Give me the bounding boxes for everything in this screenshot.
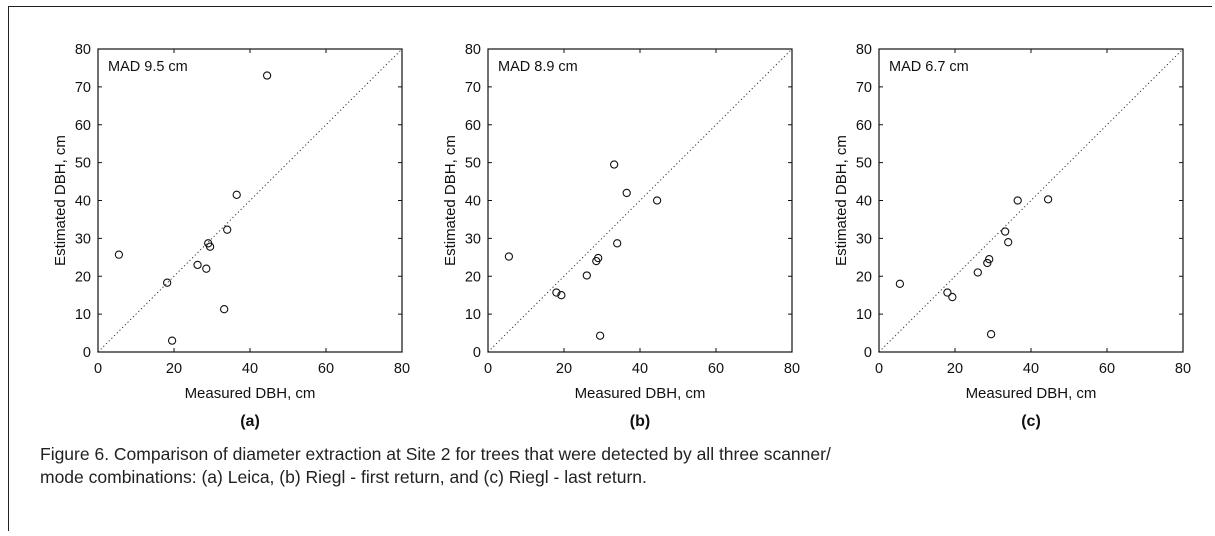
data-point xyxy=(232,190,241,199)
y-tick-label: 0 xyxy=(864,345,872,361)
data-point xyxy=(613,239,622,248)
data-point xyxy=(167,336,177,345)
y-tick-label: 80 xyxy=(75,42,91,58)
y-tick-label: 20 xyxy=(75,269,91,285)
figure-caption: Figure 6. Comparison of diameter extract… xyxy=(40,443,1190,489)
data-point xyxy=(205,242,215,251)
data-point xyxy=(948,292,957,302)
chart-panel-c: 0 20 40 60 80 0 10 20 30 40 50 60 70 80 Measured DBH, … xyxy=(833,42,1191,430)
data-point xyxy=(163,278,172,287)
x-tick-label: 80 xyxy=(394,361,410,377)
data-point xyxy=(895,279,905,288)
x-tick-label: 60 xyxy=(1099,361,1115,377)
x-tick-label: 60 xyxy=(318,361,334,377)
data-point xyxy=(985,255,994,264)
data-point xyxy=(595,331,605,340)
x-tick-label: 80 xyxy=(784,361,800,377)
y-axis-label: Estimated DBH, cm xyxy=(52,135,69,266)
y-tick-label: 70 xyxy=(465,80,481,96)
mad-annotation: MAD 6.7 cm xyxy=(889,59,969,75)
y-tick-label: 30 xyxy=(465,231,481,247)
data-point xyxy=(557,291,566,300)
x-tick-label: 20 xyxy=(947,361,963,377)
data-point xyxy=(652,196,662,205)
y-tick-label: 10 xyxy=(465,307,481,323)
chart-panel-a: 0 20 40 60 80 0 10 20 30 40 50 60 70 80 Measured DBH, … xyxy=(52,42,410,430)
y-tick-label: 40 xyxy=(75,194,91,210)
x-tick-label: 60 xyxy=(708,361,724,377)
y-tick-label: 20 xyxy=(856,269,872,285)
data-point xyxy=(262,71,272,80)
reference-line xyxy=(487,48,793,353)
data-point xyxy=(622,188,631,198)
x-tick-label: 20 xyxy=(556,361,572,377)
data-point xyxy=(1013,196,1022,205)
x-axis-label: Measured DBH, cm xyxy=(575,385,706,402)
y-tick-label: 0 xyxy=(83,345,91,361)
x-tick-label: 20 xyxy=(166,361,182,377)
x-tick-label: 40 xyxy=(632,361,648,377)
chart-panel-b: 0 20 40 60 80 0 10 20 30 40 50 60 70 80 Measured DBH, … xyxy=(442,42,800,430)
data-point xyxy=(594,253,603,263)
reference-line xyxy=(97,48,403,353)
data-point xyxy=(1001,227,1010,236)
y-tick-label: 60 xyxy=(856,118,872,134)
x-tick-label: 80 xyxy=(1175,361,1191,377)
data-point xyxy=(582,271,591,280)
data-point xyxy=(504,252,514,261)
y-tick-label: 30 xyxy=(75,231,91,247)
y-tick-label: 30 xyxy=(856,231,872,247)
y-tick-label: 50 xyxy=(75,156,91,172)
x-tick-label: 0 xyxy=(875,361,883,377)
data-point xyxy=(983,258,992,268)
data-point xyxy=(986,330,996,339)
x-axis-label: Measured DBH, cm xyxy=(185,385,316,402)
x-tick-label: 0 xyxy=(94,361,102,377)
data-point xyxy=(114,250,124,259)
y-tick-label: 80 xyxy=(465,42,481,58)
data-point xyxy=(552,288,561,297)
data-point xyxy=(223,225,232,234)
y-tick-label: 20 xyxy=(465,269,481,285)
mad-annotation: MAD 9.5 cm xyxy=(108,59,188,75)
mad-annotation: MAD 8.9 cm xyxy=(498,59,578,75)
y-tick-label: 50 xyxy=(465,156,481,172)
data-point xyxy=(202,264,211,273)
panel-label: (b) xyxy=(630,413,650,430)
y-tick-label: 10 xyxy=(75,307,91,323)
caption-line-1: Figure 6. Comparison of diameter extract… xyxy=(40,444,831,464)
data-point xyxy=(1004,238,1013,247)
y-tick-label: 40 xyxy=(465,194,481,210)
y-tick-label: 40 xyxy=(856,194,872,210)
data-point xyxy=(943,288,952,297)
x-tick-label: 40 xyxy=(242,361,258,377)
y-tick-label: 70 xyxy=(75,80,91,96)
data-point xyxy=(193,260,202,270)
y-tick-label: 60 xyxy=(75,118,91,134)
caption-line-2: mode combinations: (a) Leica, (b) Riegl … xyxy=(40,467,647,487)
y-tick-label: 60 xyxy=(465,118,481,134)
y-tick-label: 70 xyxy=(856,80,872,96)
y-tick-label: 0 xyxy=(473,345,481,361)
panel-label: (c) xyxy=(1021,413,1041,430)
y-axis-label: Estimated DBH, cm xyxy=(442,135,459,266)
y-axis-label: Estimated DBH, cm xyxy=(833,135,850,266)
data-point xyxy=(610,160,619,169)
x-tick-label: 0 xyxy=(484,361,492,377)
figure-frame xyxy=(8,6,1212,531)
y-tick-label: 80 xyxy=(856,42,872,58)
data-point xyxy=(973,268,982,277)
panel-label: (a) xyxy=(240,413,260,430)
y-tick-label: 50 xyxy=(856,156,872,172)
data-point xyxy=(1043,195,1053,204)
x-tick-label: 40 xyxy=(1023,361,1039,377)
figure-plots: 0 20 40 60 80 0 10 20 30 40 50 60 70 80 Measured DBH, … xyxy=(52,42,1191,430)
x-axis-label: Measured DBH, cm xyxy=(966,385,1097,402)
y-tick-label: 10 xyxy=(856,307,872,323)
data-point xyxy=(220,305,229,314)
reference-line xyxy=(878,48,1184,353)
